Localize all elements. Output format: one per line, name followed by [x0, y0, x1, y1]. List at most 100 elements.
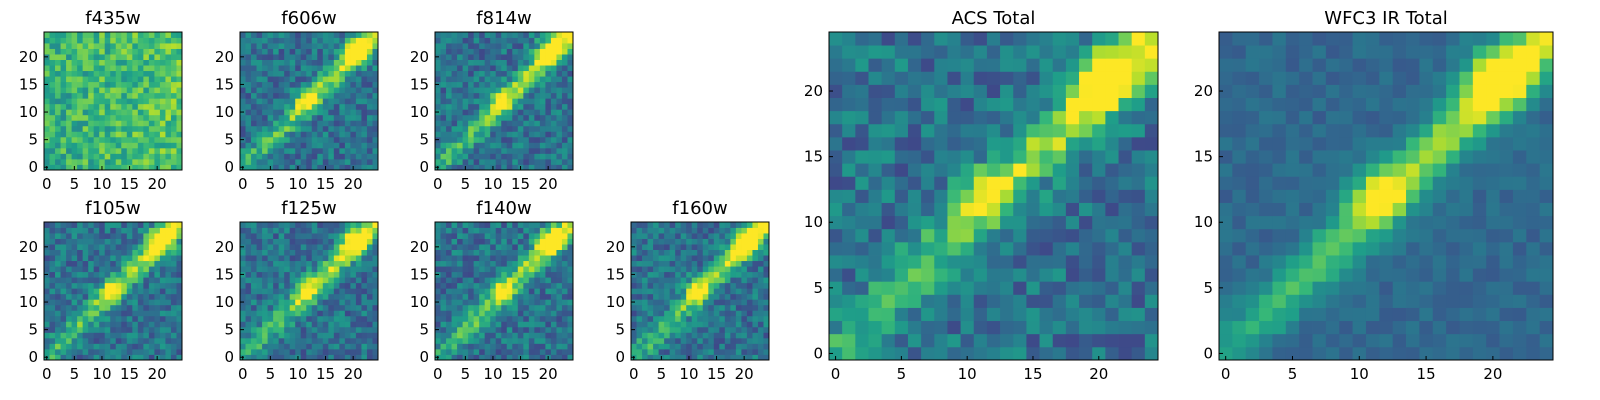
heatmap-cell: [361, 59, 368, 66]
heatmap-cell: [719, 310, 726, 317]
heatmap-cell: [137, 277, 144, 284]
heatmap-cell: [457, 337, 463, 344]
heatmap-cell: [300, 222, 307, 228]
heatmap-cell: [697, 321, 704, 328]
heatmap-cell: [176, 103, 183, 110]
heatmap-cell: [829, 110, 843, 125]
heatmap-cell: [126, 244, 133, 250]
heatmap-cell: [512, 271, 519, 278]
heatmap-cell: [473, 54, 480, 60]
heatmap-cell: [457, 222, 463, 228]
heatmap-cell: [545, 222, 552, 228]
heatmap-cell: [713, 271, 720, 278]
heatmap-cell: [636, 299, 643, 306]
heatmap-cell: [702, 249, 709, 256]
heatmap-cell: [137, 315, 144, 322]
heatmap-cell: [251, 299, 257, 306]
heatmap-cell: [77, 354, 84, 361]
heatmap-cell: [137, 271, 144, 278]
heatmap-cell: [479, 114, 486, 121]
heatmap-cell: [451, 147, 458, 154]
heatmap-cell: [366, 238, 373, 245]
heatmap-cell: [311, 87, 318, 94]
heatmap-cell: [697, 299, 704, 306]
heatmap-cell: [104, 54, 111, 60]
heatmap-cell: [121, 164, 128, 171]
heatmap-cell: [473, 37, 480, 44]
heatmap-cell: [132, 48, 139, 55]
heatmap-cell: [143, 271, 150, 278]
heatmap-cell: [159, 92, 166, 99]
heatmap-cell: [550, 249, 557, 256]
heatmap-cell: [490, 125, 497, 132]
heatmap-cell: [545, 136, 552, 143]
heatmap-cell: [868, 189, 883, 203]
heatmap-cell: [176, 125, 183, 132]
heatmap-cell: [636, 227, 643, 234]
heatmap-cell: [647, 348, 654, 355]
heatmap-cell: [468, 125, 475, 132]
heatmap-cell: [907, 333, 922, 348]
heatmap-cell: [451, 354, 458, 361]
heatmap-cell: [311, 277, 318, 284]
heatmap-cell: [473, 136, 480, 143]
heatmap-cell: [350, 244, 357, 250]
heatmap-cell: [545, 249, 552, 256]
heatmap-cell: [495, 233, 502, 239]
heatmap-cell: [284, 158, 291, 165]
heatmap-cell: [435, 260, 441, 267]
heatmap-cell: [457, 125, 463, 132]
heatmap-cell: [245, 332, 252, 339]
heatmap-cell: [1105, 176, 1119, 190]
heatmap-cell: [99, 32, 106, 38]
heatmap-cell: [121, 87, 128, 94]
heatmap-cell: [110, 81, 117, 88]
heatmap-cell: [126, 249, 133, 256]
y-tick-label: 10: [19, 293, 38, 311]
heatmap-cell: [680, 315, 687, 322]
heatmap-cell: [708, 255, 715, 262]
heatmap-cell: [523, 249, 530, 256]
heatmap-cell: [746, 255, 753, 262]
heatmap-cell: [440, 282, 447, 289]
heatmap-cell: [960, 346, 975, 361]
heatmap-cell: [159, 271, 166, 278]
heatmap-cell: [295, 98, 302, 105]
heatmap-cell: [986, 346, 1001, 361]
heatmap-cell: [868, 202, 883, 217]
heatmap-cell: [1065, 268, 1080, 282]
heatmap-cell: [344, 348, 351, 355]
heatmap-cell: [71, 48, 78, 55]
heatmap-cell: [372, 142, 379, 149]
heatmap-cell: [1105, 215, 1119, 230]
heatmap-cell: [708, 293, 715, 300]
heatmap-cell: [66, 32, 72, 38]
heatmap-cell: [686, 222, 693, 228]
heatmap-cell: [523, 114, 530, 121]
heatmap-cell: [451, 114, 458, 121]
heatmap-cell: [686, 249, 693, 256]
heatmap-cell: [446, 37, 452, 44]
heatmap-cell: [278, 321, 285, 328]
heatmap-cell: [528, 43, 535, 49]
heatmap-cell: [686, 288, 693, 295]
heatmap-cell: [567, 238, 574, 245]
heatmap-cell: [675, 299, 682, 306]
heatmap-cell: [490, 277, 497, 284]
heatmap-cell: [104, 233, 111, 239]
heatmap-cell: [468, 315, 475, 322]
heatmap-cell: [719, 227, 726, 234]
panel-title: f125w: [281, 198, 336, 219]
heatmap-cell: [947, 268, 961, 282]
heatmap-cell: [468, 233, 475, 239]
heatmap-cell: [724, 222, 731, 228]
heatmap-cell: [545, 271, 552, 278]
heatmap-cell: [355, 136, 362, 143]
heatmap-cell: [60, 142, 67, 149]
heatmap-cell: [344, 92, 351, 99]
heatmap-cell: [517, 348, 524, 355]
heatmap-cell: [746, 244, 753, 250]
heatmap-cell: [262, 343, 268, 350]
heatmap-cell: [159, 277, 166, 284]
heatmap-cell: [44, 293, 50, 300]
